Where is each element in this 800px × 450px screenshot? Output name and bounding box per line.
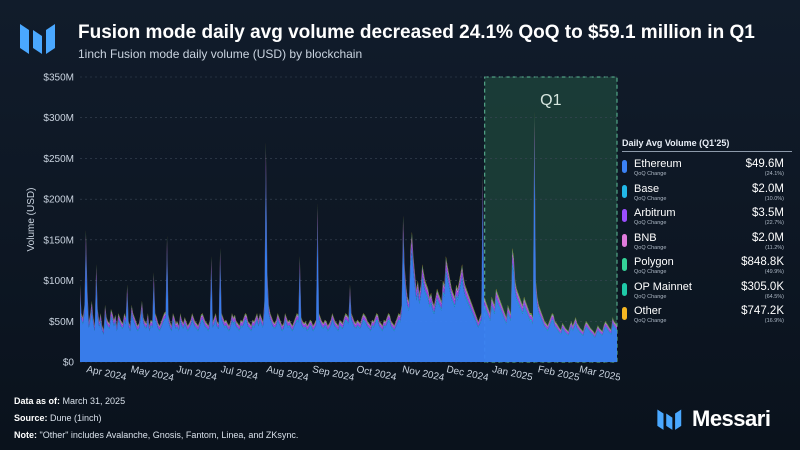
legend-value: $3.5M (752, 207, 784, 219)
y-tick-label: $0 (63, 358, 75, 369)
legend-change-label: QoQ Change (634, 269, 667, 275)
q1-label: Q1 (540, 92, 561, 109)
x-tick-label: Feb 2025 (537, 364, 581, 384)
legend-change: (22.7%) (764, 220, 784, 226)
legend-title: Daily Avg Volume (Q1'25) (622, 138, 792, 152)
messari-logo-icon (657, 409, 682, 430)
legend-series-name: OP Mainnet (634, 280, 692, 293)
data-as-of-label: Data as of: (14, 396, 61, 406)
x-tick-label: Apr 2024 (85, 364, 127, 383)
legend-value: $747.2K (741, 305, 784, 317)
note-label: Note: (14, 430, 37, 440)
y-tick-label: $300M (43, 113, 74, 124)
legend-value: $305.0K (741, 280, 784, 293)
y-tick-label: $200M (43, 195, 74, 206)
legend-swatch (622, 209, 627, 222)
legend-series-name: Base (634, 182, 660, 195)
x-tick-label: Oct 2024 (355, 364, 397, 383)
y-tick-label: $250M (43, 154, 74, 165)
area-series-ethereum (80, 151, 617, 362)
x-tick-label: Mar 2025 (578, 364, 620, 384)
legend-change: (49.9%) (764, 269, 784, 275)
area-chart: Q1 $0 $50M $100M $150M $200M $250M $300M $350M Vo… (26, 73, 620, 385)
legend-change: (10.0%) (764, 195, 784, 202)
legend-swatch (622, 258, 627, 271)
legend-change: (11.2%) (765, 244, 784, 251)
legend-series-name: BNB (634, 231, 657, 244)
x-tick-label: Jan 2025 (491, 364, 534, 383)
legend-item: Other QoQ Change $747.2K (16.9%) (622, 305, 792, 330)
legend-item: Polygon QoQ Change $848.8K (49.9%) (622, 256, 792, 281)
x-tick-label: Dec 2024 (445, 364, 490, 384)
brand-name: Messari (692, 406, 771, 431)
legend-item: OP Mainnet QoQ Change $305.0K (64.5%) (622, 281, 792, 306)
legend-item: Arbitrum QoQ Change $3.5M (22.7%) (622, 207, 792, 232)
x-tick-label: May 2024 (130, 364, 176, 384)
note-value: "Other" includes Avalanche, Gnosis, Fant… (39, 430, 299, 440)
y-tick-label: $50M (49, 317, 74, 328)
brand: Messari (656, 402, 786, 432)
legend-change: (64.5%) (764, 293, 784, 300)
legend-value: $2.0M (752, 182, 784, 195)
legend-value: $49.6M (745, 158, 784, 170)
x-tick-label: Jul 2024 (220, 364, 260, 383)
legend-series-name: Other (634, 305, 662, 317)
x-tick-label: Aug 2024 (265, 364, 310, 384)
legend-series-name: Ethereum (634, 158, 682, 170)
legend-change: (16.9%) (764, 318, 784, 324)
legend-swatch (622, 282, 627, 296)
legend-swatch (622, 307, 627, 320)
y-tick-label: $350M (43, 73, 74, 84)
legend-change-label: QoQ Change (634, 318, 667, 324)
x-tick-label: Jun 2024 (175, 364, 218, 383)
x-tick-label: Sep 2024 (311, 364, 356, 384)
y-axis-label: Volume (USD) (26, 188, 37, 252)
legend-series-name: Polygon (634, 256, 674, 268)
y-tick-label: $100M (43, 276, 74, 287)
footer-note: Note: "Other" includes Avalanche, Gnosis… (14, 430, 298, 440)
legend-change-label: QoQ Change (634, 195, 667, 202)
data-as-of-value: March 31, 2025 (62, 396, 126, 406)
legend-swatch (622, 184, 627, 198)
legend-swatch (622, 160, 627, 173)
footer-source: Source: Dune (1inch) (14, 413, 102, 423)
x-tick-label: Nov 2024 (401, 364, 446, 384)
legend-item: BNB QoQ Change $2.0M (11.2%) (622, 232, 792, 257)
legend-swatch (622, 233, 627, 247)
source-value: Dune (1inch) (50, 413, 102, 423)
legend-change-label: QoQ Change (634, 171, 667, 177)
legend-value: $2.0M (752, 231, 784, 244)
footer-data-as-of: Data as of: March 31, 2025 (14, 396, 125, 406)
legend-change-label: QoQ Change (634, 293, 667, 300)
legend-series-name: Arbitrum (634, 207, 676, 219)
source-label: Source: (14, 413, 48, 423)
legend-change-label: QoQ Change (634, 244, 667, 251)
legend-item: Base QoQ Change $2.0M (10.0%) (622, 183, 792, 208)
y-tick-label: $150M (43, 235, 74, 246)
legend-value: $848.8K (741, 256, 784, 268)
chart-subtitle: 1inch Fusion mode daily volume (USD) by … (78, 47, 363, 61)
chart-title: Fusion mode daily avg volume decreased 2… (78, 22, 755, 43)
messari-logo-icon (20, 24, 55, 54)
legend-item: Ethereum QoQ Change $49.6M (24.1%) (622, 158, 792, 183)
legend-change: (24.1%) (764, 171, 784, 177)
legend: Daily Avg Volume (Q1'25) Ethereum QoQ Cha… (622, 138, 792, 330)
legend-change-label: QoQ Change (634, 220, 667, 226)
